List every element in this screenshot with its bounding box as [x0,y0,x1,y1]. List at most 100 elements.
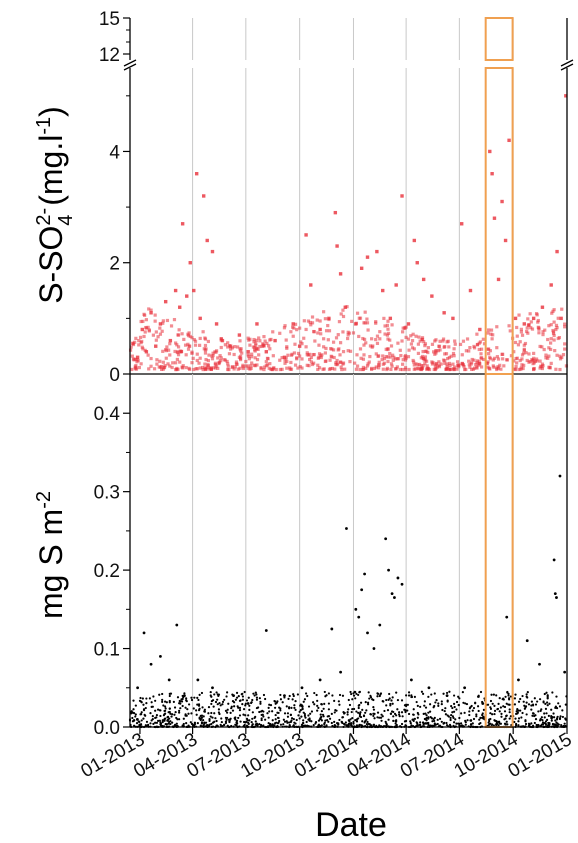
flux-point [350,723,353,726]
flux-point [185,700,188,703]
sulfate-point [229,347,233,351]
flux-point [339,670,343,674]
sulfate-point [192,288,196,293]
flux-point [293,721,296,724]
flux-point [552,558,556,562]
sulfate-point [432,367,436,371]
sulfate-point [168,364,172,368]
flux-point [286,712,290,715]
flux-point [175,623,179,627]
sulfate-point [246,336,250,340]
sulfate-point [255,357,260,362]
sulfate-point [185,294,189,298]
flux-point [183,694,186,698]
y-tick-label-top: 0 [109,365,120,386]
flux-point [457,695,460,698]
sulfate-point [284,356,288,360]
flux-point [145,697,148,700]
flux-point [410,695,413,699]
flux-point [259,702,262,705]
sulfate-point [169,324,174,328]
flux-point [544,707,548,710]
sulfate-point [547,324,551,328]
flux-point [412,708,415,711]
sulfate-point [271,330,275,334]
flux-point [546,695,549,698]
sulfate-point [513,316,518,321]
flux-point [455,700,459,704]
flux-point [208,723,211,726]
flux-point [156,708,160,711]
sulfate-point [305,351,309,355]
flux-point [320,703,323,706]
flux-point [354,719,357,722]
sulfate-point [322,345,326,349]
flux-point [334,709,337,712]
flux-point [452,721,456,724]
sulfate-point [298,354,302,358]
flux-point [234,698,237,701]
flux-point [184,706,187,709]
sulfate-point [290,352,294,356]
flux-point [423,700,426,703]
flux-point [537,710,540,713]
sulfate-point [271,367,275,372]
flux-point [267,721,270,725]
sulfate-point [198,366,202,370]
flux-point [195,709,198,712]
flux-point [493,704,496,707]
flux-point [140,711,143,714]
flux-point [427,695,430,698]
flux-point [174,711,177,714]
flux-point [158,693,161,696]
sulfate-point [133,357,137,361]
y-title-top-part: (mg.l [33,135,69,215]
sulfate-point [474,362,478,367]
flux-point [429,703,432,706]
flux-point [331,694,334,697]
flux-point [268,703,271,706]
flux-point [145,702,148,705]
flux-point [475,715,478,718]
sulfate-point [400,339,404,343]
flux-point [142,709,146,712]
flux-point [530,704,533,707]
flux-point [134,704,137,707]
sulfate-point [324,346,328,351]
flux-point [317,706,320,709]
flux-point [489,722,492,725]
flux-point [517,709,520,712]
flux-point [370,724,373,727]
sulfate-point [317,352,322,356]
flux-point [310,710,314,713]
sulfate-point [368,354,372,359]
flux-point [316,704,319,707]
flux-point [409,721,412,725]
sulfate-point [547,346,551,350]
sulfate-point [327,316,331,321]
flux-point [531,714,534,717]
sulfate-point [186,332,190,336]
flux-point [539,709,542,713]
flux-point [424,722,427,725]
sulfate-point [163,299,168,304]
flux-point [254,720,257,723]
flux-point [318,678,322,682]
flux-point [543,716,546,719]
flux-point [487,721,490,724]
flux-point [372,708,376,711]
flux-point [521,694,524,698]
flux-point [463,711,466,714]
sulfate-point [348,349,353,353]
flux-point [368,697,371,700]
sulfate-point [323,351,327,355]
flux-point [299,709,302,712]
sulfate-point [386,355,390,359]
sulfate-point [232,352,236,357]
flux-point [452,694,456,697]
flux-point [206,724,209,727]
flux-point [505,615,509,619]
flux-point [493,709,497,712]
flux-point [378,623,382,627]
flux-point [443,709,446,713]
